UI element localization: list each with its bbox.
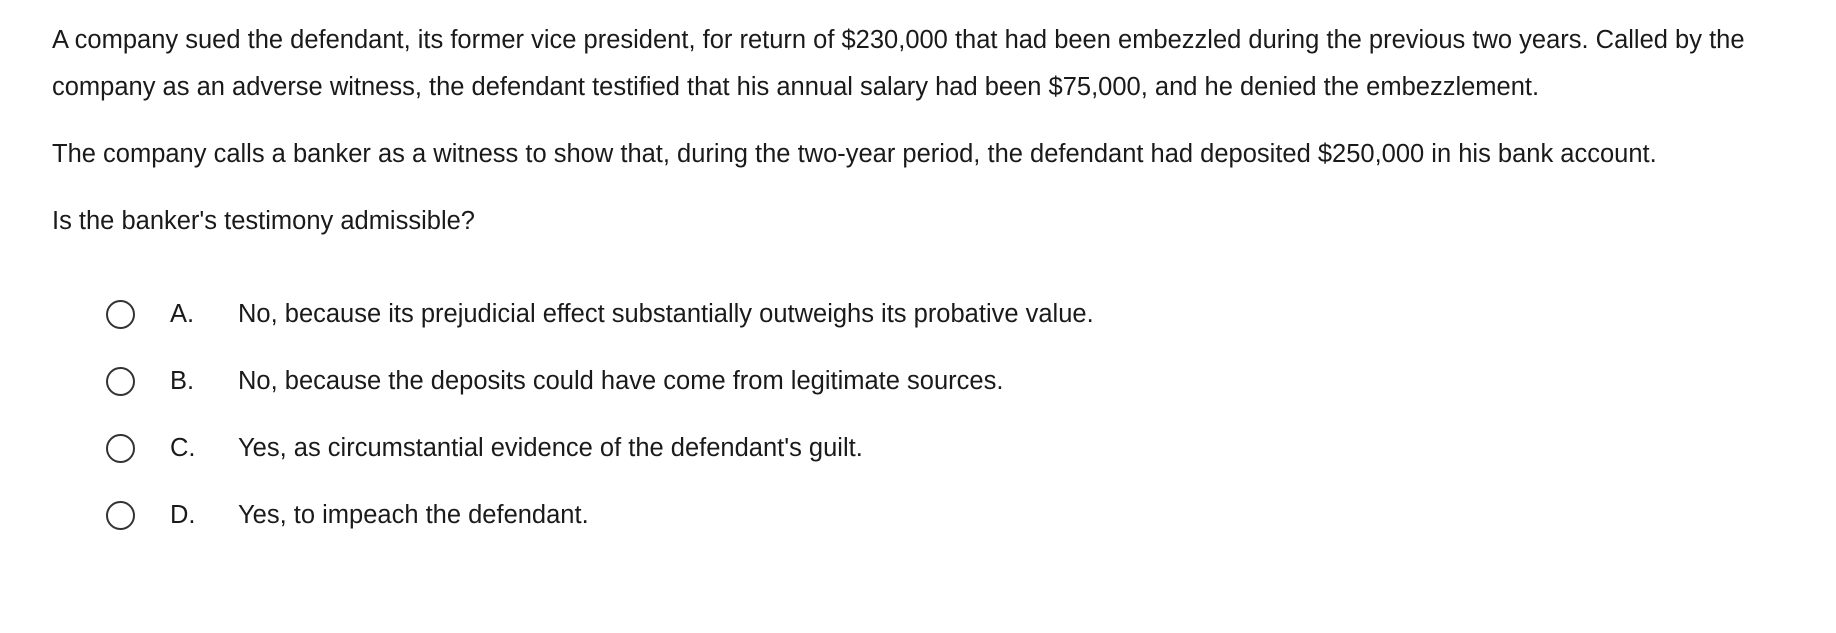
answer-choice-c[interactable]: C. Yes, as circumstantial evidence of th… [52,415,1796,482]
stem-paragraph: A company sued the defendant, its former… [52,26,1745,101]
choice-letter: D. [170,501,196,529]
radio-button-a[interactable] [106,300,135,329]
question-container: A company sued the defendant, its former… [52,17,1796,549]
question-prompt: Is the banker's testimony admissible? [52,207,475,235]
choice-text: No, because the deposits could have come… [238,367,1004,395]
radio-button-d[interactable] [106,501,135,530]
answer-choices: A. No, because its prejudicial effect su… [52,281,1796,549]
answer-choice-b[interactable]: B. No, because the deposits could have c… [52,348,1796,415]
answer-choice-a[interactable]: A. No, because its prejudicial effect su… [52,281,1796,348]
choice-text: Yes, as circumstantial evidence of the d… [238,434,863,462]
answer-choice-d[interactable]: D. Yes, to impeach the defendant. [52,482,1796,549]
radio-button-c[interactable] [106,434,135,463]
choice-letter: C. [170,434,196,462]
question-stem: A company sued the defendant, its former… [52,17,1796,245]
choice-text: Yes, to impeach the defendant. [238,501,589,529]
choice-letter: B. [170,367,195,395]
radio-button-b[interactable] [106,367,135,396]
choice-letter: A. [170,300,195,328]
choice-text: No, because its prejudicial effect subst… [238,300,1094,328]
stem-paragraph: The company calls a banker as a witness … [52,140,1657,168]
